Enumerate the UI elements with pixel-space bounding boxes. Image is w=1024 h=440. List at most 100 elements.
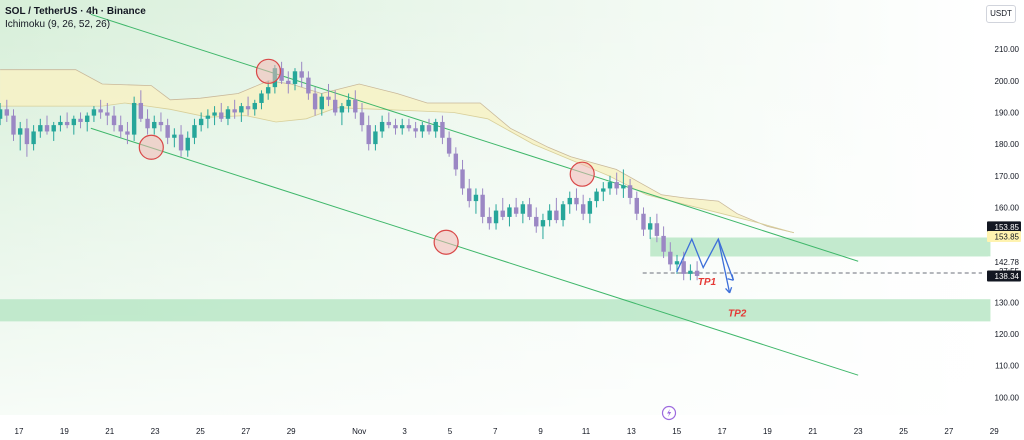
candle <box>225 106 231 126</box>
cloud-span-line <box>0 69 794 234</box>
candle-body <box>312 93 318 110</box>
candle <box>540 213 546 240</box>
ichimoku-cloud <box>0 69 794 233</box>
x-tick-label: 27 <box>241 427 250 436</box>
candle <box>44 115 50 135</box>
candle <box>366 115 371 151</box>
candle <box>654 213 660 243</box>
projection-path-drop <box>717 238 731 294</box>
lightning-icon[interactable] <box>661 405 677 421</box>
candle-body <box>58 121 63 126</box>
candle <box>688 264 693 281</box>
x-tick-label: 19 <box>763 427 772 436</box>
candle-body <box>332 99 338 113</box>
tp2-zone <box>0 299 991 322</box>
candle-body <box>138 102 144 119</box>
candle-body <box>540 220 546 227</box>
candle <box>487 207 492 230</box>
price-axis-panel <box>982 0 1024 440</box>
candle-body <box>487 216 492 224</box>
candle <box>513 197 519 217</box>
candle <box>319 93 324 116</box>
candle <box>31 125 36 151</box>
candle <box>125 121 130 145</box>
candle-body <box>71 118 77 126</box>
candle-body <box>527 204 532 217</box>
candle-body <box>379 121 385 132</box>
candle <box>493 204 499 230</box>
candle <box>279 61 284 84</box>
touch-circle-marker <box>433 229 459 255</box>
channel-lower-line <box>90 127 859 376</box>
candle-body <box>64 121 70 126</box>
indicator-label[interactable]: Ichimoku (9, 26, 52, 26) <box>5 19 111 30</box>
candle <box>185 131 190 157</box>
candle <box>198 112 204 132</box>
candle <box>594 188 599 208</box>
candle <box>71 115 77 135</box>
candle-body <box>205 115 211 119</box>
candle-body <box>467 188 472 202</box>
tp1-zone <box>650 237 991 257</box>
target-label: TP2 <box>728 309 747 320</box>
candle-body <box>614 182 619 189</box>
y-tick-label: 210.00 <box>995 45 1020 54</box>
candle <box>118 115 123 138</box>
x-tick-label: Nov <box>352 427 366 436</box>
candle <box>353 90 358 119</box>
candle <box>400 118 405 135</box>
candle-body <box>413 128 418 132</box>
x-tick-label: 9 <box>538 427 543 436</box>
candle-body <box>299 71 304 78</box>
candle-body <box>0 109 3 119</box>
candle-body <box>373 131 378 145</box>
candle <box>91 106 97 122</box>
time-axis-panel <box>0 415 1024 440</box>
candle <box>131 96 137 141</box>
candle-body <box>131 102 137 135</box>
candle <box>580 194 586 221</box>
candle <box>38 118 43 138</box>
candle-body <box>601 188 606 192</box>
candle-body <box>694 270 700 276</box>
x-tick-label: 19 <box>60 427 69 436</box>
price-tag-bg <box>987 270 1021 282</box>
candle-body <box>460 169 465 189</box>
candle <box>64 112 70 129</box>
touch-circle-marker <box>138 134 164 160</box>
chart-legend: SOL / TetherUS · 4h · Binance Ichimoku (… <box>5 5 146 31</box>
candle-body <box>198 118 204 126</box>
symbol-title[interactable]: SOL / TetherUS · 4h · Binance <box>5 6 146 17</box>
candle <box>0 102 3 126</box>
x-tick-label: 23 <box>151 427 160 436</box>
candle <box>339 102 345 126</box>
candle-body <box>111 115 117 126</box>
candle <box>265 80 271 100</box>
candle <box>534 207 539 233</box>
candle-body <box>286 80 291 84</box>
candle <box>24 118 30 157</box>
y-tick-label: 190.00 <box>995 108 1020 117</box>
candle-body <box>654 223 660 236</box>
candle <box>460 159 465 195</box>
x-tick-label: 3 <box>402 427 407 436</box>
candle <box>138 90 144 122</box>
candle <box>634 191 639 221</box>
candle-body <box>493 210 499 224</box>
candle-body <box>674 261 680 265</box>
y-tick-label: 200.00 <box>995 77 1020 86</box>
candle-body <box>239 106 244 113</box>
price-tag-label: 142.78 <box>995 258 1020 267</box>
currency-button[interactable]: USDT <box>986 5 1016 23</box>
candle-body <box>386 121 392 126</box>
candle <box>641 207 646 236</box>
candle <box>386 112 392 129</box>
x-tick-label: 29 <box>287 427 296 436</box>
candle <box>58 115 63 132</box>
candle <box>480 188 485 224</box>
candle <box>172 128 177 148</box>
candle <box>312 87 318 116</box>
candle-body <box>245 106 251 110</box>
candle-body <box>212 112 217 116</box>
